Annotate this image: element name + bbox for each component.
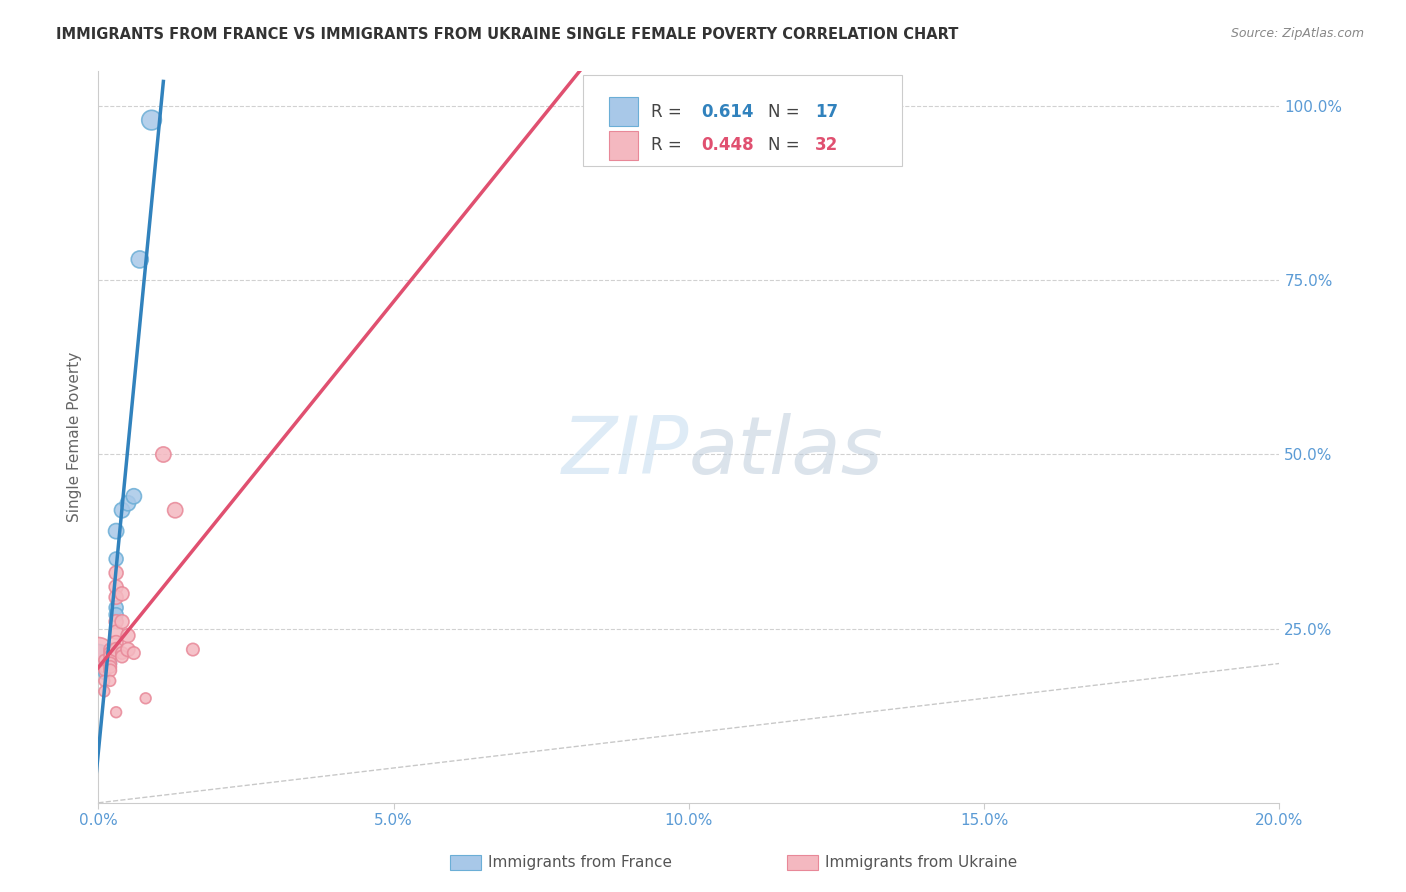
Y-axis label: Single Female Poverty: Single Female Poverty [67,352,83,522]
Point [93,653,115,667]
Point [93,660,115,674]
Point [93,664,115,678]
FancyBboxPatch shape [609,131,638,160]
Point [141,113,163,128]
Point [93,657,115,671]
Point [98,657,121,671]
Point [105,552,128,566]
FancyBboxPatch shape [582,75,901,167]
Point [111,615,134,629]
Text: IMMIGRANTS FROM FRANCE VS IMMIGRANTS FROM UKRAINE SINGLE FEMALE POVERTY CORRELAT: IMMIGRANTS FROM FRANCE VS IMMIGRANTS FRO… [56,27,959,42]
Point [122,489,145,503]
Point [105,524,128,538]
Point [105,600,128,615]
Point [128,252,150,267]
Point [98,673,121,688]
Point [105,635,128,649]
Text: 0.448: 0.448 [700,136,754,154]
Point [98,657,121,671]
Point [105,642,128,657]
Point [152,448,174,462]
Point [98,664,121,678]
Point [98,642,121,657]
Text: 0.614: 0.614 [700,103,754,120]
Point [117,629,139,643]
Text: N =: N = [768,103,806,120]
Text: R =: R = [651,103,688,120]
Point [98,646,121,660]
Point [105,607,128,622]
Point [87,649,110,664]
Text: R =: R = [651,136,688,154]
Point [98,660,121,674]
Point [98,646,121,660]
Text: N =: N = [768,136,806,154]
Text: atlas: atlas [689,413,884,491]
Point [93,684,115,698]
Point [165,503,187,517]
Point [135,691,157,706]
Text: 32: 32 [815,136,838,154]
Point [93,667,115,681]
Point [105,566,128,580]
Point [117,496,139,510]
Point [87,646,110,660]
Point [122,646,145,660]
FancyBboxPatch shape [609,97,638,126]
Point [105,591,128,605]
Point [111,646,134,660]
Point [111,649,134,664]
Point [98,642,121,657]
Point [98,649,121,664]
Text: ZIP: ZIP [561,413,689,491]
Point [111,503,134,517]
Text: Immigrants from France: Immigrants from France [488,855,672,870]
Point [181,642,204,657]
Point [93,673,115,688]
Point [105,625,128,640]
Point [105,705,128,719]
Text: Source: ZipAtlas.com: Source: ZipAtlas.com [1230,27,1364,40]
Point [93,660,115,674]
Point [105,615,128,629]
Point [105,580,128,594]
Point [111,587,134,601]
Point [117,642,139,657]
Text: 17: 17 [815,103,838,120]
Point [98,649,121,664]
Text: Immigrants from Ukraine: Immigrants from Ukraine [825,855,1018,870]
